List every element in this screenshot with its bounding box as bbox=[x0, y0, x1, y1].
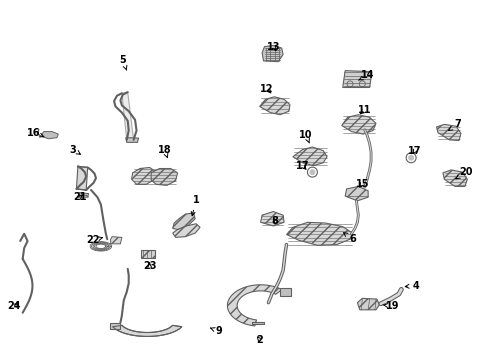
Text: 2: 2 bbox=[256, 334, 263, 345]
Polygon shape bbox=[280, 288, 291, 296]
Polygon shape bbox=[172, 213, 195, 229]
Text: 21: 21 bbox=[73, 192, 87, 202]
Text: 10: 10 bbox=[299, 130, 313, 143]
Text: 3: 3 bbox=[70, 144, 80, 154]
Text: 5: 5 bbox=[120, 55, 127, 70]
Text: 4: 4 bbox=[405, 281, 419, 291]
Polygon shape bbox=[172, 224, 200, 237]
Polygon shape bbox=[262, 45, 283, 62]
Polygon shape bbox=[113, 325, 182, 337]
Text: 22: 22 bbox=[86, 235, 102, 245]
Polygon shape bbox=[110, 323, 120, 329]
Polygon shape bbox=[142, 250, 155, 258]
Text: 9: 9 bbox=[210, 326, 222, 336]
Text: 1: 1 bbox=[191, 195, 199, 216]
Polygon shape bbox=[443, 170, 467, 186]
Polygon shape bbox=[260, 97, 290, 115]
Text: 18: 18 bbox=[158, 144, 171, 158]
Polygon shape bbox=[261, 212, 284, 226]
Text: 15: 15 bbox=[356, 179, 369, 189]
Polygon shape bbox=[132, 167, 156, 184]
Polygon shape bbox=[293, 147, 327, 166]
Polygon shape bbox=[227, 285, 282, 326]
Text: 17: 17 bbox=[296, 161, 309, 171]
Text: 6: 6 bbox=[343, 233, 356, 244]
Text: 8: 8 bbox=[272, 216, 279, 226]
Text: 20: 20 bbox=[456, 167, 472, 179]
Polygon shape bbox=[357, 298, 379, 310]
Text: 17: 17 bbox=[408, 145, 422, 156]
Polygon shape bbox=[122, 92, 134, 140]
Text: 24: 24 bbox=[8, 301, 21, 311]
Polygon shape bbox=[342, 115, 376, 134]
Polygon shape bbox=[343, 71, 372, 87]
Text: 19: 19 bbox=[383, 301, 399, 311]
Text: 13: 13 bbox=[267, 42, 280, 51]
Polygon shape bbox=[111, 237, 122, 244]
Polygon shape bbox=[287, 222, 352, 245]
Polygon shape bbox=[151, 168, 177, 185]
Circle shape bbox=[310, 169, 316, 175]
Polygon shape bbox=[345, 186, 368, 201]
Text: 7: 7 bbox=[448, 120, 461, 131]
Text: 11: 11 bbox=[358, 105, 371, 115]
Text: 23: 23 bbox=[143, 261, 156, 271]
Text: 16: 16 bbox=[27, 128, 44, 138]
Text: 14: 14 bbox=[359, 70, 375, 80]
Polygon shape bbox=[78, 193, 89, 197]
Polygon shape bbox=[437, 125, 461, 140]
Circle shape bbox=[408, 155, 414, 161]
Polygon shape bbox=[76, 166, 88, 190]
Polygon shape bbox=[252, 322, 264, 324]
Polygon shape bbox=[41, 132, 58, 139]
Polygon shape bbox=[126, 138, 139, 142]
Text: 12: 12 bbox=[260, 84, 274, 94]
